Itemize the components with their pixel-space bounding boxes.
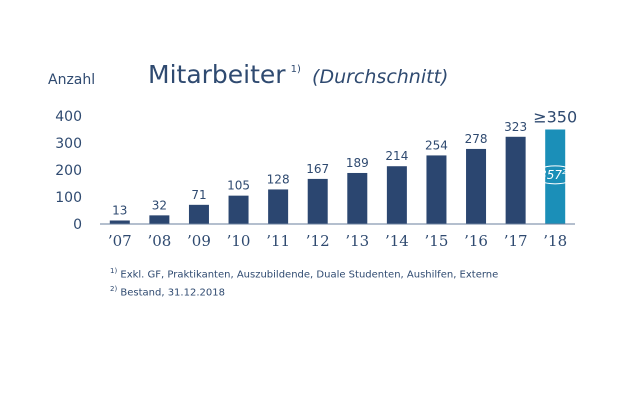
x-tick-label-0: ’07	[108, 232, 132, 250]
y-tick-label-0: 400	[55, 109, 82, 125]
data-label-8: 254	[425, 138, 448, 152]
data-label-2: 71	[191, 188, 206, 202]
footnote-2: 2) Bestand, 31.12.2018	[110, 282, 498, 300]
x-tick-label-4: ’11	[266, 232, 290, 250]
footnote-1: 1) Exkl. GF, Praktikanten, Auszubildende…	[110, 264, 498, 282]
chart-title-footnote: 1)	[291, 64, 301, 75]
x-tick-label-3: ’10	[227, 232, 251, 250]
x-tick-label-2: ’09	[187, 232, 211, 250]
chart-subtitle: (Durchschnitt)	[312, 66, 448, 88]
bar-8	[426, 155, 447, 224]
y-tick-label-3: 100	[55, 190, 82, 206]
y-tick-label-4: 0	[73, 217, 82, 233]
data-label-7: 214	[385, 149, 408, 163]
data-label-0: 13	[112, 203, 127, 217]
bar-7	[386, 166, 407, 224]
data-label-6: 189	[346, 156, 369, 170]
x-tick-label-11: ’18	[543, 232, 567, 250]
bar-5	[307, 178, 328, 224]
bar-10	[505, 136, 526, 224]
x-tick-label-9: ’16	[464, 232, 488, 250]
in-bar-label: 3572)	[539, 168, 569, 182]
data-label-4: 128	[267, 172, 290, 186]
data-label-11: ≥350	[533, 108, 577, 127]
x-tick-label-6: ’13	[345, 232, 369, 250]
bar-3	[228, 195, 249, 224]
bar-2	[188, 204, 209, 224]
in-bar-label-ellipse	[533, 165, 577, 185]
y-tick-label-1: 300	[55, 136, 82, 152]
x-tick-label-1: ’08	[147, 232, 171, 250]
x-tick-label-8: ’15	[425, 232, 449, 250]
bar-1	[149, 215, 170, 224]
in-bar-footnote: 2)	[562, 168, 569, 176]
y-axis-label: Anzahl	[48, 72, 95, 88]
y-axis: 400 300 200 100 0	[55, 109, 82, 233]
data-label-9: 278	[465, 132, 488, 146]
bar-11	[545, 129, 566, 224]
data-label-5: 167	[306, 162, 329, 176]
bar-6	[347, 172, 368, 224]
bar-4	[268, 189, 289, 224]
footnotes: 1) Exkl. GF, Praktikanten, Auszubildende…	[110, 264, 498, 301]
footnote-2-mark: 2)	[110, 285, 118, 294]
data-label-10: 323	[504, 120, 527, 134]
bars-group: 13 32 71 105 128 167 189 214 254 278 323 ≥350 3572)	[109, 108, 577, 224]
x-tick-label-5: ’12	[306, 232, 330, 250]
x-tick-label-10: ’17	[504, 232, 528, 250]
chart-title: Mitarbeiter 1) (Durchschnitt)	[148, 57, 448, 89]
chart-title-main: Mitarbeiter	[148, 60, 286, 89]
footnote-1-text: Exkl. GF, Praktikanten, Auszubildende, D…	[120, 269, 499, 281]
data-label-1: 32	[152, 198, 167, 212]
in-bar-value: 357	[539, 168, 562, 182]
footnote-2-text: Bestand, 31.12.2018	[120, 287, 225, 299]
y-tick-label-2: 200	[55, 163, 82, 179]
x-axis: ’07 ’08 ’09 ’10 ’11 ’12 ’13 ’14 ’15 ’16 ’17 ’18	[108, 232, 567, 250]
data-label-3: 105	[227, 179, 250, 193]
footnote-1-mark: 1)	[110, 267, 118, 275]
bar-0	[109, 220, 130, 224]
x-tick-label-7: ’14	[385, 232, 409, 250]
bar-9	[466, 148, 487, 224]
